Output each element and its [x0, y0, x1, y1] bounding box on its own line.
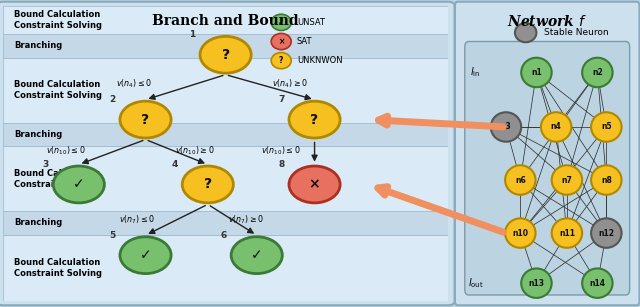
Text: n12: n12: [598, 229, 614, 238]
Text: 5: 5: [109, 231, 115, 240]
Ellipse shape: [289, 101, 340, 138]
Text: ?: ?: [204, 177, 212, 192]
Ellipse shape: [289, 166, 340, 203]
Text: Branching: Branching: [14, 41, 63, 50]
Text: 4: 4: [172, 160, 178, 169]
Text: Bound Calculation
Constraint Solving: Bound Calculation Constraint Solving: [14, 258, 102, 278]
Text: n14: n14: [589, 279, 605, 288]
Text: $v(n_7) \geq 0$: $v(n_7) \geq 0$: [227, 214, 264, 226]
Text: $l_{\mathrm{in}}$: $l_{\mathrm{in}}$: [470, 66, 481, 79]
Text: ✓: ✓: [251, 248, 262, 262]
Text: Branching: Branching: [14, 218, 63, 227]
Text: n10: n10: [512, 229, 528, 238]
Ellipse shape: [182, 166, 234, 203]
Text: ✓: ✓: [140, 248, 151, 262]
Text: 2: 2: [109, 95, 115, 104]
FancyBboxPatch shape: [3, 211, 448, 235]
Text: $v(n_{10}) \leq 0$: $v(n_{10}) \leq 0$: [261, 144, 301, 157]
Ellipse shape: [591, 218, 621, 248]
Text: Branching: Branching: [14, 130, 63, 139]
Text: UNSAT: UNSAT: [297, 18, 324, 27]
Ellipse shape: [491, 112, 521, 142]
Ellipse shape: [231, 237, 282, 274]
Text: $l_{\mathrm{out}}$: $l_{\mathrm{out}}$: [468, 276, 483, 290]
FancyBboxPatch shape: [3, 235, 448, 301]
Ellipse shape: [120, 101, 171, 138]
Text: Bound Calculation
Constraint Solving: Bound Calculation Constraint Solving: [14, 80, 102, 100]
Text: Network $f$: Network $f$: [508, 14, 587, 29]
Ellipse shape: [541, 112, 572, 142]
Text: n6: n6: [515, 176, 525, 185]
Text: n5: n5: [601, 122, 612, 131]
Text: 7: 7: [278, 95, 285, 104]
Text: ×: ×: [308, 177, 321, 192]
Text: ?: ?: [310, 113, 319, 126]
Ellipse shape: [53, 166, 104, 203]
Text: Branch and Bound: Branch and Bound: [152, 14, 299, 28]
Text: Stable Neuron: Stable Neuron: [543, 28, 608, 37]
Text: ×: ×: [278, 37, 284, 46]
Text: ?: ?: [221, 48, 230, 62]
Ellipse shape: [582, 268, 612, 298]
FancyBboxPatch shape: [3, 146, 448, 211]
Text: 3: 3: [42, 160, 49, 169]
Ellipse shape: [515, 23, 536, 42]
Ellipse shape: [552, 218, 582, 248]
Text: $v(n_{10}) \leq 0$: $v(n_{10}) \leq 0$: [45, 144, 85, 157]
Text: $v(n_4) \leq 0$: $v(n_4) \leq 0$: [116, 78, 152, 91]
Text: Bound Calculation
Constraint Solving: Bound Calculation Constraint Solving: [14, 10, 102, 30]
Ellipse shape: [521, 58, 552, 87]
Text: n4: n4: [551, 122, 561, 131]
FancyBboxPatch shape: [3, 122, 448, 146]
FancyBboxPatch shape: [455, 2, 639, 305]
FancyBboxPatch shape: [465, 41, 630, 295]
FancyBboxPatch shape: [3, 34, 448, 58]
Text: Bound Calculation
Constraint Solving: Bound Calculation Constraint Solving: [14, 169, 102, 188]
Ellipse shape: [591, 165, 621, 195]
Text: $v(n_7) \leq 0$: $v(n_7) \leq 0$: [118, 214, 155, 226]
Ellipse shape: [591, 112, 621, 142]
Text: n2: n2: [592, 68, 603, 77]
FancyBboxPatch shape: [3, 58, 448, 122]
Text: n3: n3: [500, 122, 511, 131]
Text: ?: ?: [279, 56, 284, 65]
Text: n11: n11: [559, 229, 575, 238]
Text: SAT: SAT: [297, 37, 312, 46]
Text: ?: ?: [141, 113, 150, 126]
Ellipse shape: [505, 165, 536, 195]
Text: n7: n7: [561, 176, 572, 185]
Text: $v(n_{10}) \geq 0$: $v(n_{10}) \geq 0$: [175, 144, 214, 157]
Text: ✓: ✓: [278, 18, 284, 27]
Ellipse shape: [505, 218, 536, 248]
FancyBboxPatch shape: [3, 6, 448, 34]
Text: n13: n13: [529, 279, 545, 288]
Text: n1: n1: [531, 68, 542, 77]
Ellipse shape: [552, 165, 582, 195]
Text: ✓: ✓: [73, 177, 84, 192]
Text: 8: 8: [278, 160, 285, 169]
Text: n8: n8: [601, 176, 612, 185]
Text: 1: 1: [189, 30, 196, 39]
Ellipse shape: [271, 33, 291, 50]
Ellipse shape: [521, 268, 552, 298]
Ellipse shape: [271, 14, 291, 30]
Ellipse shape: [582, 58, 612, 87]
Ellipse shape: [200, 36, 251, 73]
Ellipse shape: [271, 52, 291, 69]
Ellipse shape: [120, 237, 171, 274]
FancyBboxPatch shape: [0, 2, 454, 305]
Text: UNKNWON: UNKNWON: [297, 56, 342, 65]
Text: $v(n_4) \geq 0$: $v(n_4) \geq 0$: [272, 78, 308, 91]
Text: 6: 6: [220, 231, 227, 240]
